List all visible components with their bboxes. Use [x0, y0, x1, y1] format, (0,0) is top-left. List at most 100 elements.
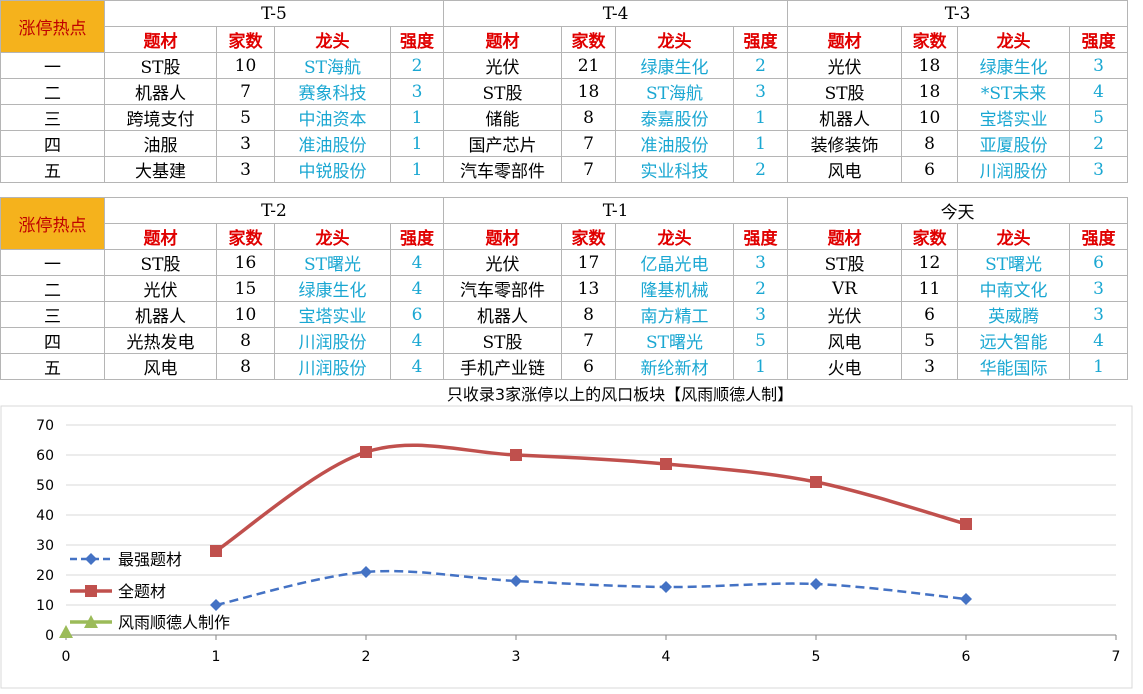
count-cell: 8 [216, 327, 275, 354]
strength-cell: 3 [1069, 301, 1129, 328]
period-header: T-4 [443, 0, 789, 27]
topic-cell: 大基建 [104, 156, 217, 183]
column-header: 强度 [389, 223, 445, 250]
rank-cell: 五 [0, 353, 105, 380]
count-cell: 8 [561, 104, 617, 131]
data-point [59, 625, 73, 638]
period-header: T-3 [787, 0, 1129, 27]
legend-marker [85, 585, 97, 597]
count-cell: 18 [901, 78, 959, 105]
topic-cell: 机器人 [104, 78, 217, 105]
topic-cell: 油服 [104, 130, 217, 157]
chart-title: 只收录3家涨停以上的风口板块【风雨顺德人制】 [447, 385, 793, 404]
table-row: 四油服 3 准油股份 1 国产芯片 7 准油股份 1 装修装饰 8 亚厦股份 2 [0, 130, 1129, 157]
column-header: 题材 [787, 223, 903, 250]
strength-cell: 1 [733, 353, 789, 380]
data-point [660, 581, 672, 593]
count-cell: 10 [216, 52, 275, 79]
series-layer [59, 443, 972, 638]
topic-cell: 装修装饰 [787, 130, 903, 157]
strength-cell: 1 [389, 104, 445, 131]
rank-cell: 一 [0, 52, 105, 79]
column-header: 强度 [733, 223, 789, 250]
rank-cell: 四 [0, 327, 105, 354]
topic-cell: 汽车零部件 [443, 275, 563, 302]
count-cell: 18 [901, 52, 959, 79]
count-cell: 8 [216, 353, 275, 380]
strength-cell: 6 [389, 301, 445, 328]
topic-cell: 风电 [787, 327, 903, 354]
y-tick-label: 0 [45, 628, 54, 644]
legend-label: 全题材 [118, 582, 166, 601]
hot-label: 涨停热点 [0, 0, 105, 53]
legend-label: 最强题材 [118, 550, 182, 569]
topic-cell: 手机产业链 [443, 353, 563, 380]
column-header: 龙头 [957, 223, 1071, 250]
leader-cell: ST曙光 [957, 249, 1071, 276]
leader-cell: 川润股份 [274, 353, 391, 380]
leader-cell: 准油股份 [615, 130, 735, 157]
hot-topics-table-2: 涨停热点 T-2 T-1 今天 题材 家数 龙头 强度 题材 家数 龙头 强度 题材 家数 龙头 强度一 ST股… [0, 197, 1129, 380]
x-tick-label: 3 [512, 649, 521, 665]
leader-cell: ST曙光 [274, 249, 391, 276]
y-tick-label: 10 [36, 598, 54, 614]
column-header: 强度 [733, 26, 789, 53]
period-header: T-2 [103, 197, 445, 224]
leader-cell: 中锐股份 [274, 156, 391, 183]
leader-cell: 远大智能 [957, 327, 1071, 354]
strength-cell: 2 [733, 52, 789, 79]
plot-area-frame [0, 405, 1133, 689]
column-header: 题材 [104, 223, 217, 250]
rank-cell: 二 [0, 275, 105, 302]
strength-cell: 6 [1069, 249, 1129, 276]
data-point [510, 575, 522, 587]
series-line-1 [215, 569, 967, 607]
count-cell: 13 [561, 275, 617, 302]
strength-cell: 1 [389, 130, 445, 157]
strength-cell: 3 [733, 301, 789, 328]
leader-cell: 亿晶光电 [615, 249, 735, 276]
table-row: 一 ST股 16 ST曙光 4 光伏 17 亿晶光电 3 ST股 12 ST曙光 6 [0, 249, 1129, 276]
strength-cell: 5 [733, 327, 789, 354]
y-tick-label: 70 [36, 418, 54, 434]
leader-cell: ST曙光 [615, 327, 735, 354]
leader-cell: 英威腾 [957, 301, 1071, 328]
legend-label: 风雨顺德人制作 [118, 613, 230, 632]
strength-cell: 3 [733, 249, 789, 276]
count-cell: 11 [901, 275, 959, 302]
topic-cell: ST股 [104, 249, 217, 276]
data-point [510, 449, 522, 461]
column-header: 龙头 [615, 26, 735, 53]
table-row: 五风电 8 川润股份 4 手机产业链 6 新纶新材 1 火电 3 华能国际 1 [0, 353, 1129, 380]
count-cell: 12 [901, 249, 959, 276]
leader-cell: *ST未来 [957, 78, 1071, 105]
topic-cell: 光热发电 [104, 327, 217, 354]
column-header: 家数 [561, 223, 617, 250]
count-cell: 6 [561, 353, 617, 380]
axes: 0 10 20 30 40 50 60 70 0 1 2 3 4 5 6 7 [36, 418, 1120, 665]
count-cell: 7 [216, 78, 275, 105]
grid-lines [66, 424, 1116, 606]
leader-cell: 泰嘉股份 [615, 104, 735, 131]
strength-cell: 1 [733, 130, 789, 157]
strength-cell: 2 [733, 156, 789, 183]
topic-cell: 机器人 [443, 301, 563, 328]
count-cell: 18 [561, 78, 617, 105]
column-header: 家数 [901, 223, 959, 250]
leader-cell: 华能国际 [957, 353, 1071, 380]
topic-cell: 跨境支付 [104, 104, 217, 131]
x-tick-label: 4 [662, 649, 671, 665]
legend-marker [85, 553, 97, 565]
y-tick-label: 50 [36, 478, 54, 494]
rank-cell: 四 [0, 130, 105, 157]
topic-cell: ST股 [787, 78, 903, 105]
table-row: 三机器人 10 宝塔实业 6 机器人 8 南方精工 3 光伏 6 英威腾 3 [0, 301, 1129, 328]
hot-topics-table-1: 涨停热点 T-5 T-4 T-3 题材 家数 龙头 强度 题材 家数 龙头 强度 题材 家数 龙头 强度一 ST… [0, 0, 1129, 183]
topic-cell: 光伏 [443, 249, 563, 276]
leader-cell: 中南文化 [957, 275, 1071, 302]
count-cell: 5 [216, 104, 275, 131]
column-header: 家数 [561, 26, 617, 53]
strength-cell: 1 [1069, 353, 1129, 380]
data-point [810, 578, 822, 590]
count-cell: 6 [901, 156, 959, 183]
